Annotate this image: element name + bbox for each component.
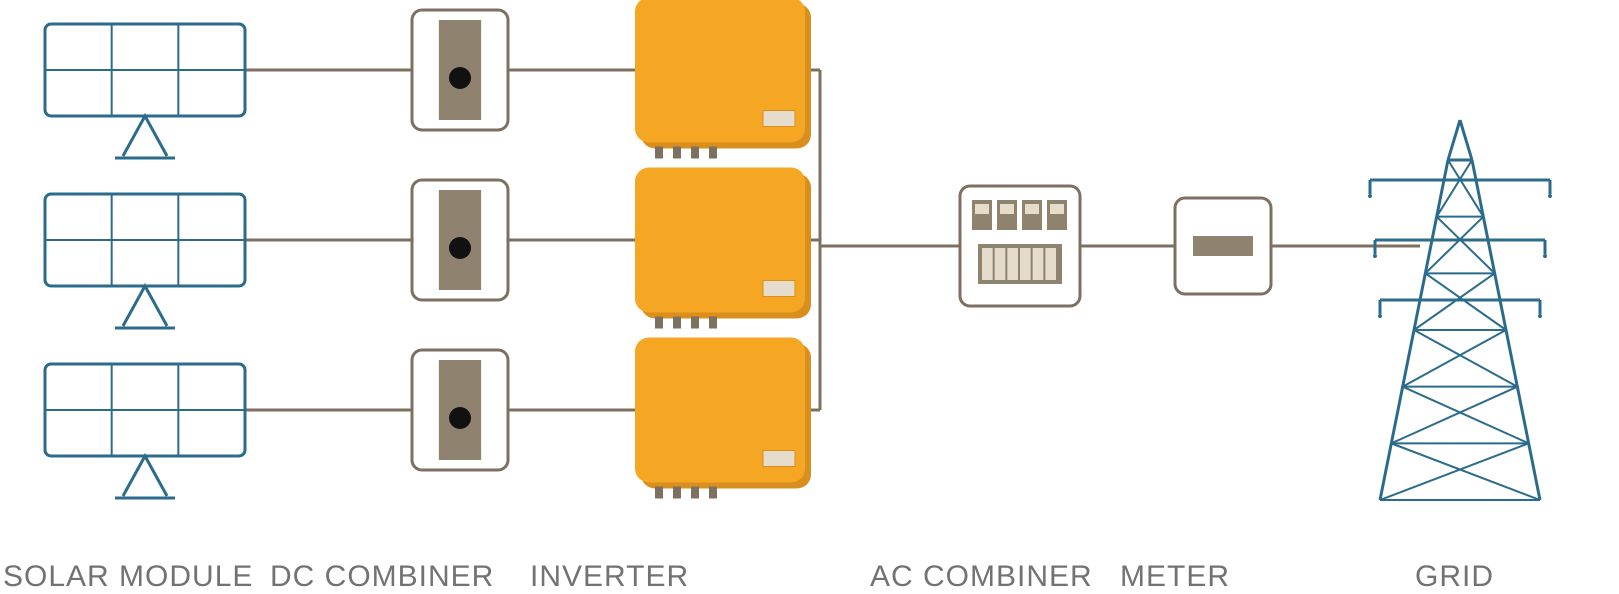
label-inverter: INVERTER bbox=[530, 560, 689, 594]
solar-module-icon bbox=[45, 24, 245, 158]
solar-module-icon bbox=[45, 194, 245, 328]
inverter-icon bbox=[635, 338, 811, 499]
label-grid: GRID bbox=[1415, 560, 1494, 594]
dc-combiner-icon bbox=[412, 350, 508, 470]
label-dc-combiner: DC COMBINER bbox=[270, 560, 494, 594]
dc-combiner-icon bbox=[412, 180, 508, 300]
label-solar-module: SOLAR MODULE bbox=[3, 560, 253, 594]
inverter-icon bbox=[635, 0, 811, 159]
grid-tower-icon bbox=[1368, 120, 1552, 500]
meter-icon bbox=[1175, 198, 1271, 294]
label-meter: METER bbox=[1120, 560, 1230, 594]
label-ac-combiner: AC COMBINER bbox=[870, 560, 1093, 594]
dc-combiner-icon bbox=[412, 10, 508, 130]
solar-module-icon bbox=[45, 364, 245, 498]
ac-combiner-icon bbox=[960, 186, 1080, 306]
inverter-icon bbox=[635, 168, 811, 329]
